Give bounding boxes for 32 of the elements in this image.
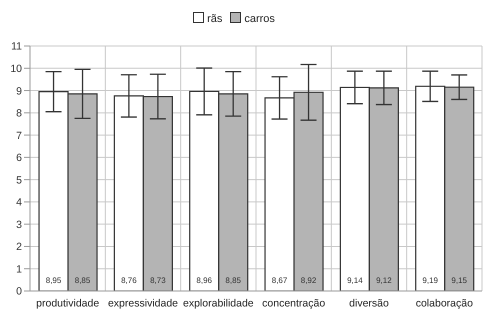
y-tick-label: 4	[16, 196, 22, 209]
y-tick-label: 8	[16, 108, 22, 120]
y-tick-label: 3	[16, 218, 22, 231]
data-label: 8,96	[196, 276, 213, 285]
legend-label: carros	[243, 13, 275, 25]
data-label: 8,85	[225, 276, 242, 285]
data-label: 9,14	[347, 276, 364, 285]
data-label: 9,12	[376, 276, 392, 285]
legend-label: rãs	[206, 13, 222, 25]
data-label: 8,92	[300, 276, 317, 285]
y-tick-label: 2	[16, 241, 22, 254]
y-tick-label: 11	[11, 40, 22, 53]
y-tick-label: 0	[16, 286, 22, 298]
y-tick-label: 6	[16, 152, 22, 164]
y-tick-label: 7	[16, 130, 22, 142]
x-tick-label: explorabilidade	[183, 297, 254, 310]
data-label: 9,15	[451, 276, 468, 285]
y-tick-label: 1	[16, 263, 22, 276]
y-tick-label: 10	[10, 63, 22, 75]
x-tick-label: produtividade	[36, 297, 100, 310]
data-label: 8,85	[74, 276, 91, 285]
x-tick-label: expressividade	[108, 297, 178, 310]
data-label: 8,67	[272, 276, 288, 285]
data-label: 8,73	[150, 276, 166, 285]
y-tick-label: 5	[16, 174, 22, 186]
data-label: 8,95	[46, 276, 62, 285]
data-label: 9,19	[422, 276, 439, 285]
y-tick-label: 9	[16, 85, 22, 98]
x-tick-label: concentração	[262, 297, 326, 310]
x-tick-label: diversão	[349, 297, 389, 310]
x-tick-label: colaboração	[416, 297, 474, 310]
data-label: 8,76	[121, 276, 138, 285]
